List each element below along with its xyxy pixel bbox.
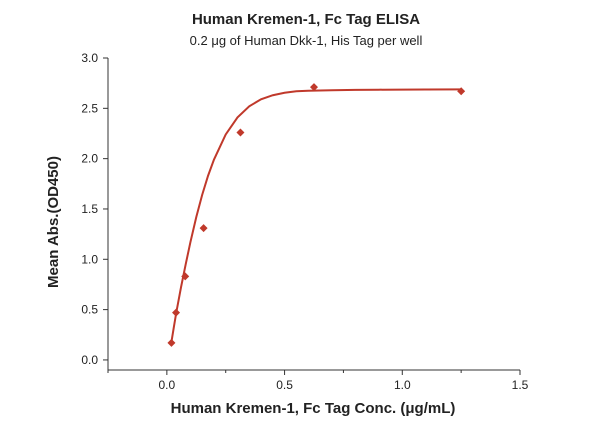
data-points (167, 83, 466, 347)
axes (107, 58, 520, 371)
data-point (236, 128, 245, 137)
fit-curve-group (170, 88, 462, 342)
x-tick-label: 1.5 (512, 378, 529, 392)
fit-curve (170, 88, 462, 342)
data-point (181, 272, 190, 281)
x-tick-label: 0.5 (276, 378, 293, 392)
y-axis-ticks: 0.0 0.5 1.0 1.5 2.0 2.5 3.0 (81, 51, 108, 367)
x-axis-label: Human Kremen-1, Fc Tag Conc. (μg/mL) (171, 400, 456, 417)
y-tick-label: 1.0 (81, 252, 98, 266)
data-point (172, 308, 181, 317)
y-tick-label: 2.0 (81, 152, 98, 166)
data-point (199, 224, 208, 233)
data-point (310, 83, 318, 92)
chart-subtitle: 0.2 μg of Human Dkk-1, His Tag per well (190, 33, 423, 48)
data-point (167, 338, 176, 347)
x-tick-label: 0.0 (159, 378, 176, 392)
y-tick-label: 2.5 (81, 101, 98, 115)
x-axis-ticks: 0.0 0.5 1.0 1.5 (107, 370, 529, 392)
y-axis-label: Mean Abs.(OD450) (45, 156, 62, 288)
y-tick-label: 0.0 (81, 353, 98, 367)
y-tick-label: 3.0 (81, 51, 98, 65)
x-tick-label: 1.0 (394, 378, 411, 392)
data-point (457, 87, 466, 96)
y-tick-label: 1.5 (81, 202, 98, 216)
chart-title: Human Kremen-1, Fc Tag ELISA (192, 11, 420, 28)
y-tick-label: 0.5 (81, 303, 98, 317)
